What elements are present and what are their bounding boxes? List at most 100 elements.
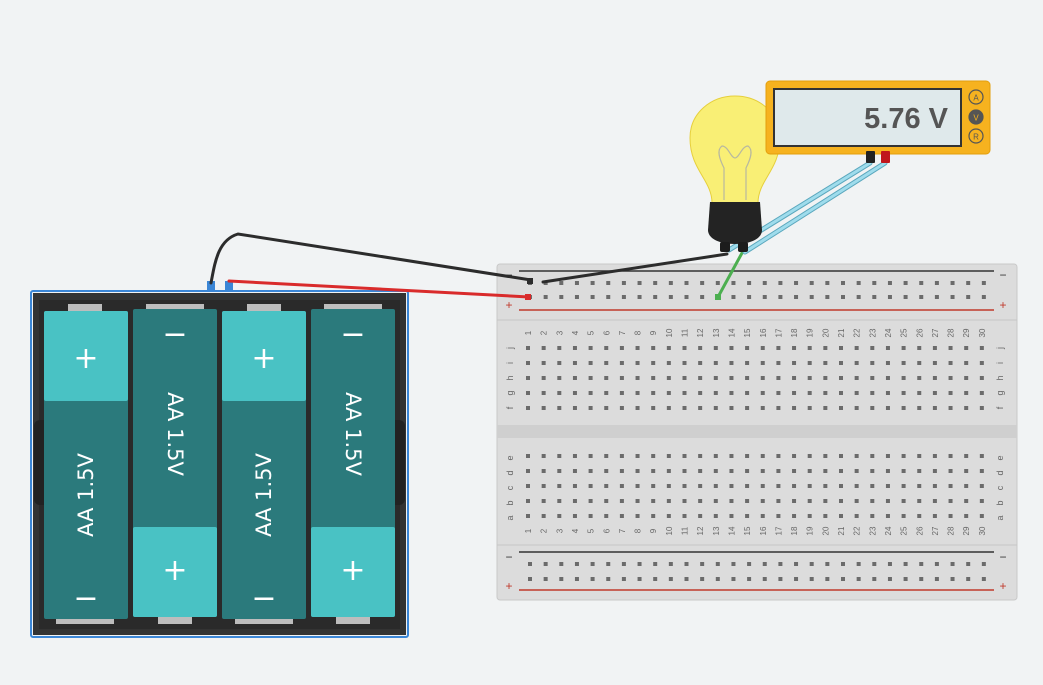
breadboard-hole[interactable] [823,469,828,473]
breadboard-hole[interactable] [729,454,734,458]
breadboard-hole[interactable] [745,376,750,380]
breadboard-hole[interactable] [666,391,671,395]
battery-negative-terminal[interactable] [207,281,215,291]
rail-hole[interactable] [606,281,611,285]
breadboard-hole[interactable] [526,406,530,410]
breadboard-hole[interactable] [713,361,718,365]
mode-button-volts[interactable]: V [968,109,984,125]
breadboard-hole[interactable] [964,514,969,518]
rail-hole[interactable] [700,295,705,299]
breadboard-hole[interactable] [557,454,562,458]
breadboard-hole[interactable] [917,454,922,458]
breadboard-hole[interactable] [964,376,969,380]
breadboard-hole[interactable] [682,499,687,503]
breadboard-hole[interactable] [635,514,640,518]
breadboard-hole[interactable] [901,391,906,395]
breadboard-hole[interactable] [964,469,969,473]
breadboard-hole[interactable] [839,346,843,350]
breadboard-hole[interactable] [729,499,734,503]
breadboard-hole[interactable] [557,499,562,503]
breadboard-hole[interactable] [792,514,797,518]
breadboard-hole[interactable] [557,346,562,350]
breadboard-hole[interactable] [604,499,609,503]
breadboard-hole[interactable] [619,484,624,488]
breadboard-hole[interactable] [666,361,671,365]
rail-hole[interactable] [809,577,814,581]
breadboard-hole[interactable] [901,514,906,518]
breadboard-hole[interactable] [807,499,812,503]
breadboard-hole[interactable] [729,376,734,380]
breadboard-hole[interactable] [541,484,546,488]
breadboard-hole[interactable] [964,454,969,458]
rail-hole[interactable] [966,295,971,299]
breadboard-hole[interactable] [885,514,890,518]
breadboard-hole[interactable] [572,406,577,410]
breadboard-hole[interactable] [651,391,656,395]
breadboard-hole[interactable] [870,361,875,365]
breadboard-hole[interactable] [932,499,937,503]
breadboard-hole[interactable] [932,376,937,380]
breadboard-hole[interactable] [698,454,703,458]
rail-hole[interactable] [700,281,705,285]
breadboard-hole[interactable] [839,391,843,395]
rail-hole[interactable] [778,295,783,299]
rail-hole[interactable] [559,562,564,566]
breadboard-hole[interactable] [760,514,765,518]
wire-endpoint[interactable] [525,294,531,300]
breadboard-holes[interactable] [526,281,986,581]
breadboard-hole[interactable] [792,499,797,503]
rail-hole[interactable] [856,577,861,581]
rail-hole[interactable] [637,295,642,299]
breadboard-hole[interactable] [870,469,875,473]
breadboard-hole[interactable] [823,406,828,410]
breadboard-hole[interactable] [541,514,546,518]
breadboard-hole[interactable] [666,346,671,350]
breadboard-hole[interactable] [619,406,624,410]
breadboard-hole[interactable] [854,361,859,365]
breadboard-hole[interactable] [964,484,969,488]
breadboard-hole[interactable] [572,361,577,365]
rail-hole[interactable] [543,577,548,581]
breadboard-hole[interactable] [839,514,843,518]
breadboard-hole[interactable] [588,514,593,518]
breadboard-hole[interactable] [823,361,828,365]
breadboard-hole[interactable] [619,454,624,458]
rail-hole[interactable] [919,577,924,581]
wire-endpoint[interactable] [527,278,533,284]
rail-hole[interactable] [668,295,673,299]
breadboard-hole[interactable] [745,499,750,503]
breadboard-hole[interactable] [901,376,906,380]
breadboard-hole[interactable] [604,391,609,395]
breadboard-hole[interactable] [682,346,687,350]
breadboard-hole[interactable] [854,484,859,488]
breadboard-hole[interactable] [745,391,750,395]
rail-hole[interactable] [950,562,955,566]
breadboard-hole[interactable] [792,361,797,365]
rail-hole[interactable] [637,281,642,285]
breadboard-hole[interactable] [604,454,609,458]
rail-hole[interactable] [559,295,564,299]
breadboard-hole[interactable] [604,376,609,380]
rail-hole[interactable] [841,562,845,566]
breadboard-hole[interactable] [839,469,843,473]
breadboard-hole[interactable] [541,406,546,410]
breadboard-hole[interactable] [885,361,890,365]
breadboard-hole[interactable] [619,499,624,503]
breadboard-hole[interactable] [776,454,781,458]
rail-hole[interactable] [981,577,986,581]
breadboard-hole[interactable] [635,376,640,380]
rail-hole[interactable] [684,295,689,299]
breadboard-hole[interactable] [948,484,953,488]
breadboard-hole[interactable] [870,391,875,395]
breadboard-hole[interactable] [572,454,577,458]
breadboard-hole[interactable] [635,499,640,503]
breadboard-hole[interactable] [745,469,750,473]
breadboard-hole[interactable] [917,361,922,365]
breadboard-hole[interactable] [541,346,546,350]
breadboard-hole[interactable] [917,391,922,395]
breadboard-hole[interactable] [666,484,671,488]
rail-hole[interactable] [919,281,924,285]
breadboard-hole[interactable] [541,499,546,503]
rail-hole[interactable] [809,562,814,566]
breadboard-hole[interactable] [635,406,640,410]
